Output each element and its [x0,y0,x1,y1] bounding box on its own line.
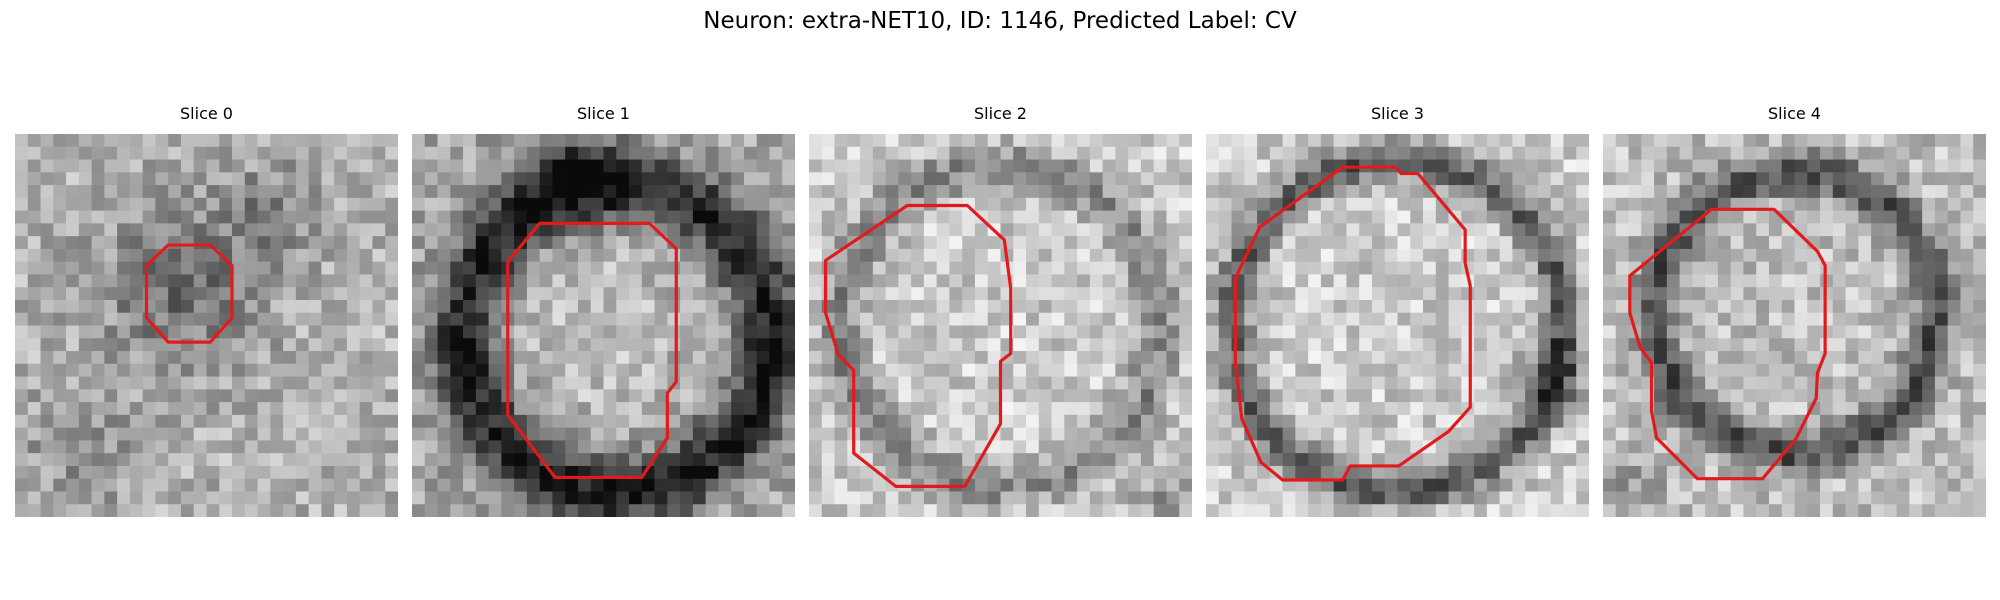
slice-image [809,134,1192,517]
slice-panel-4: Slice 4 [1603,104,1986,517]
slice-title: Slice 2 [974,104,1027,123]
slice-image [412,134,795,517]
slice-panel-0: Slice 0 [15,104,398,517]
slice-image [1206,134,1589,517]
cell-contour [144,243,234,344]
slice-title: Slice 1 [577,104,630,123]
slice-panel-1: Slice 1 [412,104,795,517]
cell-contour [1233,165,1472,482]
cell-contour [506,221,678,480]
slice-title: Slice 0 [180,104,233,123]
slice-title: Slice 3 [1371,104,1424,123]
slice-title: Slice 4 [1768,104,1821,123]
slice-panel-2: Slice 2 [809,104,1192,517]
cell-contour [1628,207,1827,481]
slice-image [1603,134,1986,517]
slice-panel-3: Slice 3 [1206,104,1589,517]
cell-contour [824,203,1013,488]
figure-title: Neuron: extra-NET10, ID: 1146, Predicted… [703,8,1297,34]
slice-image [15,134,398,517]
